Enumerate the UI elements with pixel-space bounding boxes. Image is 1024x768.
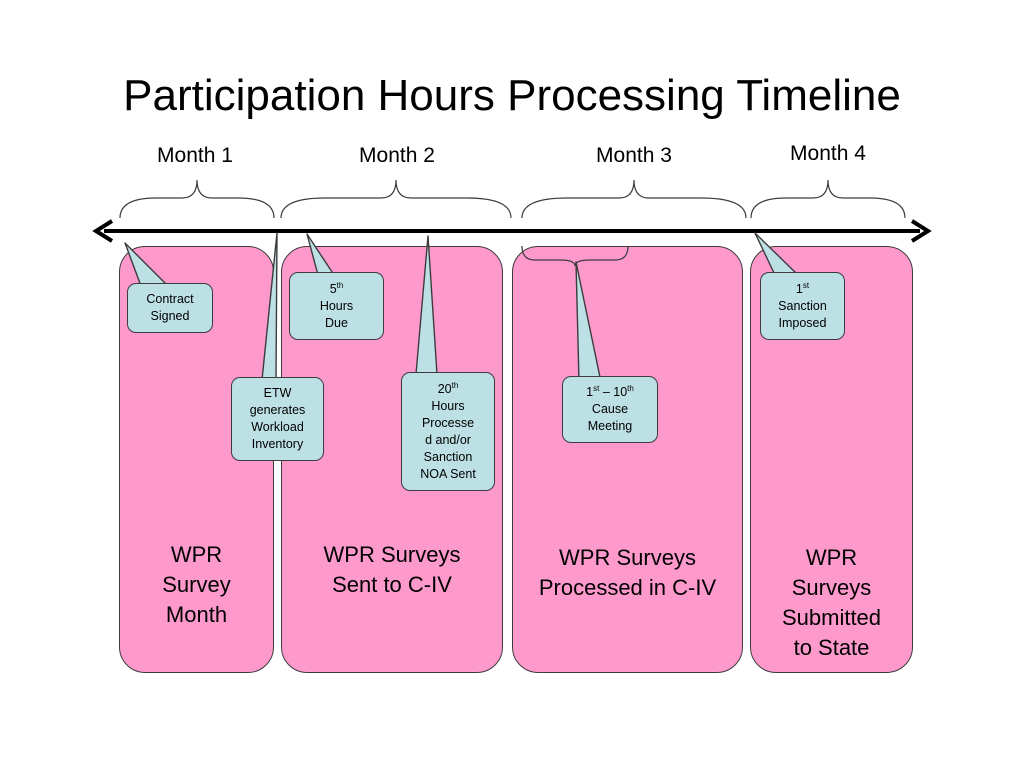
month-label-4: Month 4 — [790, 142, 866, 165]
callout-contract-signed: Contract Signed — [127, 283, 213, 333]
column-label-3: WPR Surveys Processed in C-IV — [538, 545, 717, 600]
month-2-brace — [280, 179, 512, 219]
contract-signed-pointer — [124, 242, 169, 287]
callout-etw-workload-inventory: ETW generates Workload Inventory — [231, 377, 324, 461]
month-4-brace — [750, 179, 906, 219]
column-label-1: WPR Survey Month — [162, 542, 231, 627]
slide-title: Participation Hours Processing Timeline — [123, 71, 901, 120]
cause-meeting-pointer — [575, 261, 602, 383]
cause-meeting-bracket — [521, 245, 629, 267]
callout-5th-hours-due: 5th Hours Due — [289, 272, 384, 340]
month-3-brace — [521, 179, 747, 219]
column-label-2: WPR Surveys Sent to C-IV — [323, 542, 461, 597]
month-1-brace — [119, 179, 275, 219]
hours-processed-pointer — [415, 235, 438, 375]
etw-workload-pointer — [261, 232, 278, 381]
callout-1st-sanction-imposed: 1st Sanction Imposed — [760, 272, 845, 340]
column-month-3 — [512, 246, 743, 673]
callout-20th-hours-processed: 20th Hours Processe d and/or Sanction NO… — [401, 372, 495, 491]
hours-due-pointer — [306, 233, 335, 276]
month-label-2: Month 2 — [359, 144, 435, 167]
timeline-arrow — [92, 219, 932, 243]
column-label-4: WPR Surveys Submitted to State — [781, 545, 882, 660]
callout-cause-meeting: 1st – 10th Cause Meeting — [562, 376, 658, 443]
month-label-3: Month 3 — [596, 144, 672, 167]
month-label-1: Month 1 — [157, 144, 233, 167]
sanction-imposed-pointer — [754, 232, 799, 276]
